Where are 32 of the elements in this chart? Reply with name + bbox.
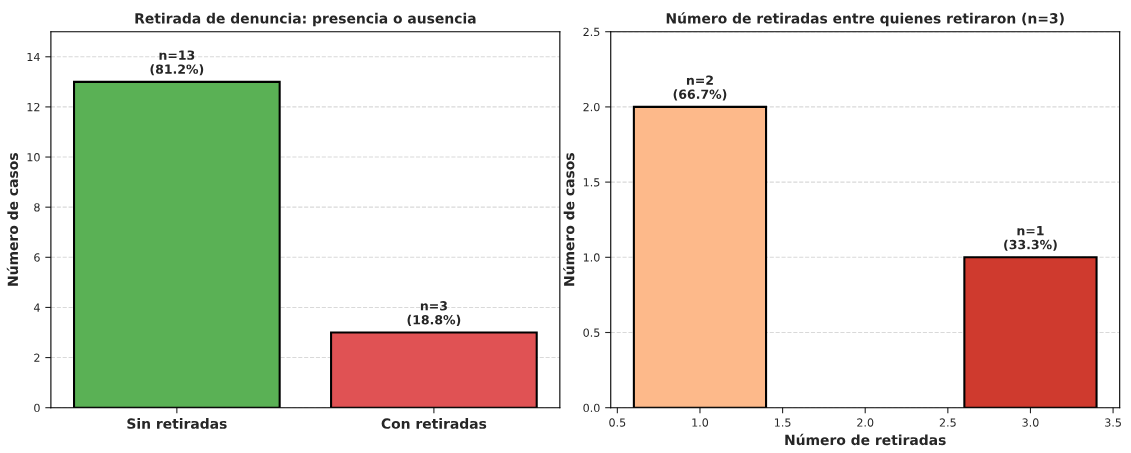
y-tick-label: 14	[27, 52, 40, 61]
chart-title: Número de retiradas entre quienes retiraron (n=3)	[666, 12, 1064, 27]
x-tick-label: 2.5	[939, 418, 956, 427]
y-tick-label: 2.5	[583, 27, 600, 37]
y-tick-label: 2	[34, 353, 40, 362]
data-label: n=2 (66.7%)	[673, 75, 727, 101]
x-axis-title: Número de retiradas	[785, 433, 946, 446]
x-tick-label: 1.5	[774, 418, 791, 427]
y-tick-label: 6	[34, 253, 40, 262]
y-tick-label: 1.5	[583, 178, 600, 187]
y-tick-label: 0.0	[583, 403, 600, 413]
chart-title: Retirada de denuncia: presencia o ausencia	[135, 12, 476, 27]
x-tick-label: 3.5	[1105, 418, 1121, 427]
x-tick-label: 2.0	[857, 418, 874, 427]
data-label: n=1 (33.3%)	[1004, 226, 1057, 251]
x-tick-label: Con retiradas	[381, 418, 487, 429]
y-tick-label: 2.0	[583, 102, 600, 112]
y-tick-label: 12	[27, 102, 40, 112]
x-tick-label: 0.5	[609, 418, 626, 427]
x-tick-label: Sin retiradas	[127, 418, 227, 429]
y-tick-label: 1.0	[583, 253, 600, 262]
x-tick-label: 3.0	[1022, 418, 1039, 427]
y-tick-label: 0.5	[583, 328, 600, 337]
y-tick-label: 4	[33, 303, 40, 312]
y-tick-label: 0	[34, 403, 40, 413]
y-axis-title: Número de casos	[563, 153, 575, 286]
data-label: n=3 (18.8%)	[407, 301, 461, 326]
y-tick-label: 10	[27, 153, 40, 162]
y-axis-title: Número de casos	[6, 153, 19, 286]
data-label: n=13 (81.2%)	[150, 50, 204, 76]
x-tick-label: 1.0	[692, 418, 709, 427]
y-tick-label: 8	[34, 203, 40, 212]
